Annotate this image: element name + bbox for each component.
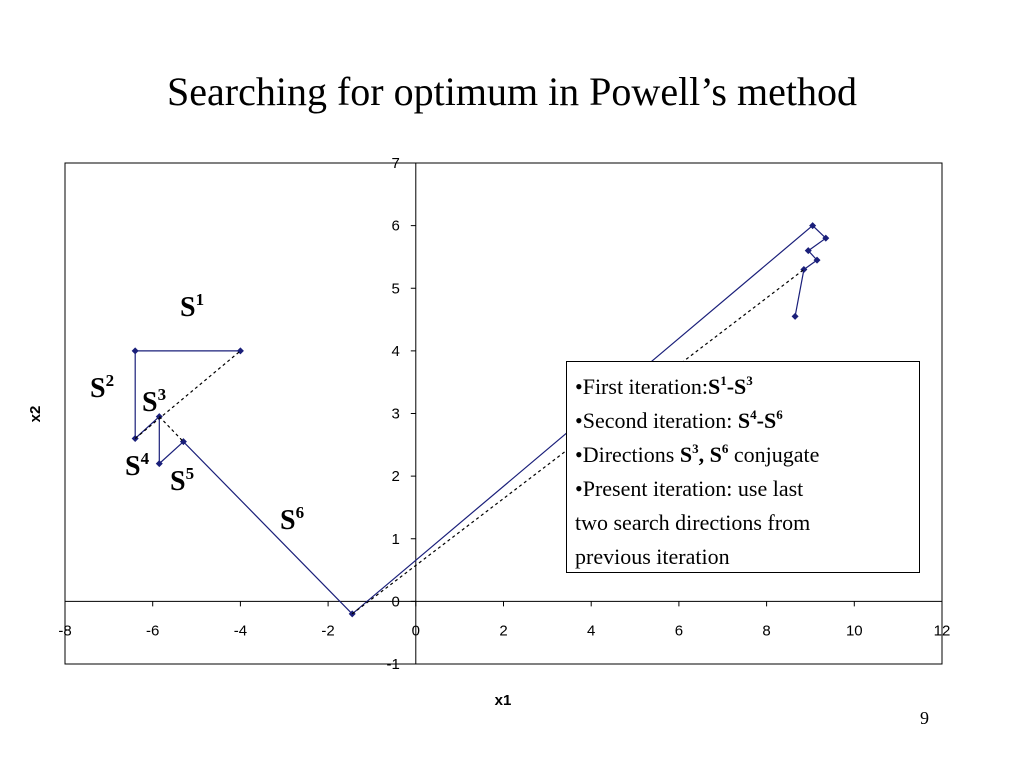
direction-label-s2: S2	[90, 371, 115, 404]
y-tick-label: 7	[391, 155, 399, 172]
direction-label-s5: S5	[170, 464, 195, 497]
y-tick-label: 3	[391, 406, 399, 423]
note-present-iteration: •Present iteration: use last	[575, 476, 804, 501]
x-tick-label: -6	[146, 622, 159, 639]
direction-label-s4: S4	[125, 449, 150, 482]
x-tick-label: 4	[587, 622, 595, 639]
x-tick-label: 0	[412, 622, 420, 639]
notes-box: •First iteration:S1-S3 •Second iteration…	[566, 361, 920, 573]
plot-area	[64, 162, 943, 665]
dashed-direction-line	[134, 350, 241, 439]
data-point-marker	[822, 234, 830, 242]
y-tick-label: 6	[391, 218, 399, 235]
data-point-marker	[791, 312, 799, 320]
dashed-direction-line	[158, 416, 184, 443]
data-point-marker	[804, 247, 812, 255]
x-tick-label: 8	[762, 622, 770, 639]
x-tick-label: 2	[499, 622, 507, 639]
x-tick-label: 6	[675, 622, 683, 639]
data-point-marker	[813, 256, 821, 264]
data-point-marker	[809, 222, 817, 230]
y-tick-label: 5	[391, 280, 399, 297]
y-tick-label: 1	[391, 531, 399, 548]
note-previous-iteration: previous iteration	[575, 544, 730, 569]
data-point-marker	[131, 347, 139, 355]
y-tick-label: 4	[391, 343, 399, 360]
note-second-iteration: •Second iteration: S4-S6	[575, 407, 783, 433]
y-axis-title: x2	[27, 406, 44, 423]
note-search-directions: two search directions from	[575, 510, 811, 535]
x-tick-label: 12	[934, 622, 951, 639]
y-tick-label: 2	[391, 468, 399, 485]
note-directions-conjugate: •Directions S3, S6 conjugate	[575, 441, 820, 467]
x-tick-label: -2	[321, 622, 334, 639]
direction-label-s1: S1	[180, 290, 205, 323]
x-tick-label: -8	[58, 622, 71, 639]
direction-label-s3: S3	[142, 385, 167, 418]
x-tick-label: -4	[234, 622, 247, 639]
data-point-marker	[155, 460, 163, 468]
x-tick-label: 10	[846, 622, 863, 639]
page-number: 9	[920, 708, 929, 728]
direction-label-s6: S6	[280, 503, 305, 536]
y-tick-label: 0	[391, 593, 399, 610]
y-tick-label: -1	[386, 656, 399, 673]
slide-title: Searching for optimum in Powell’s method	[167, 69, 857, 114]
x-axis-title: x1	[495, 692, 512, 709]
note-first-iteration: •First iteration:S1-S3	[575, 373, 753, 399]
